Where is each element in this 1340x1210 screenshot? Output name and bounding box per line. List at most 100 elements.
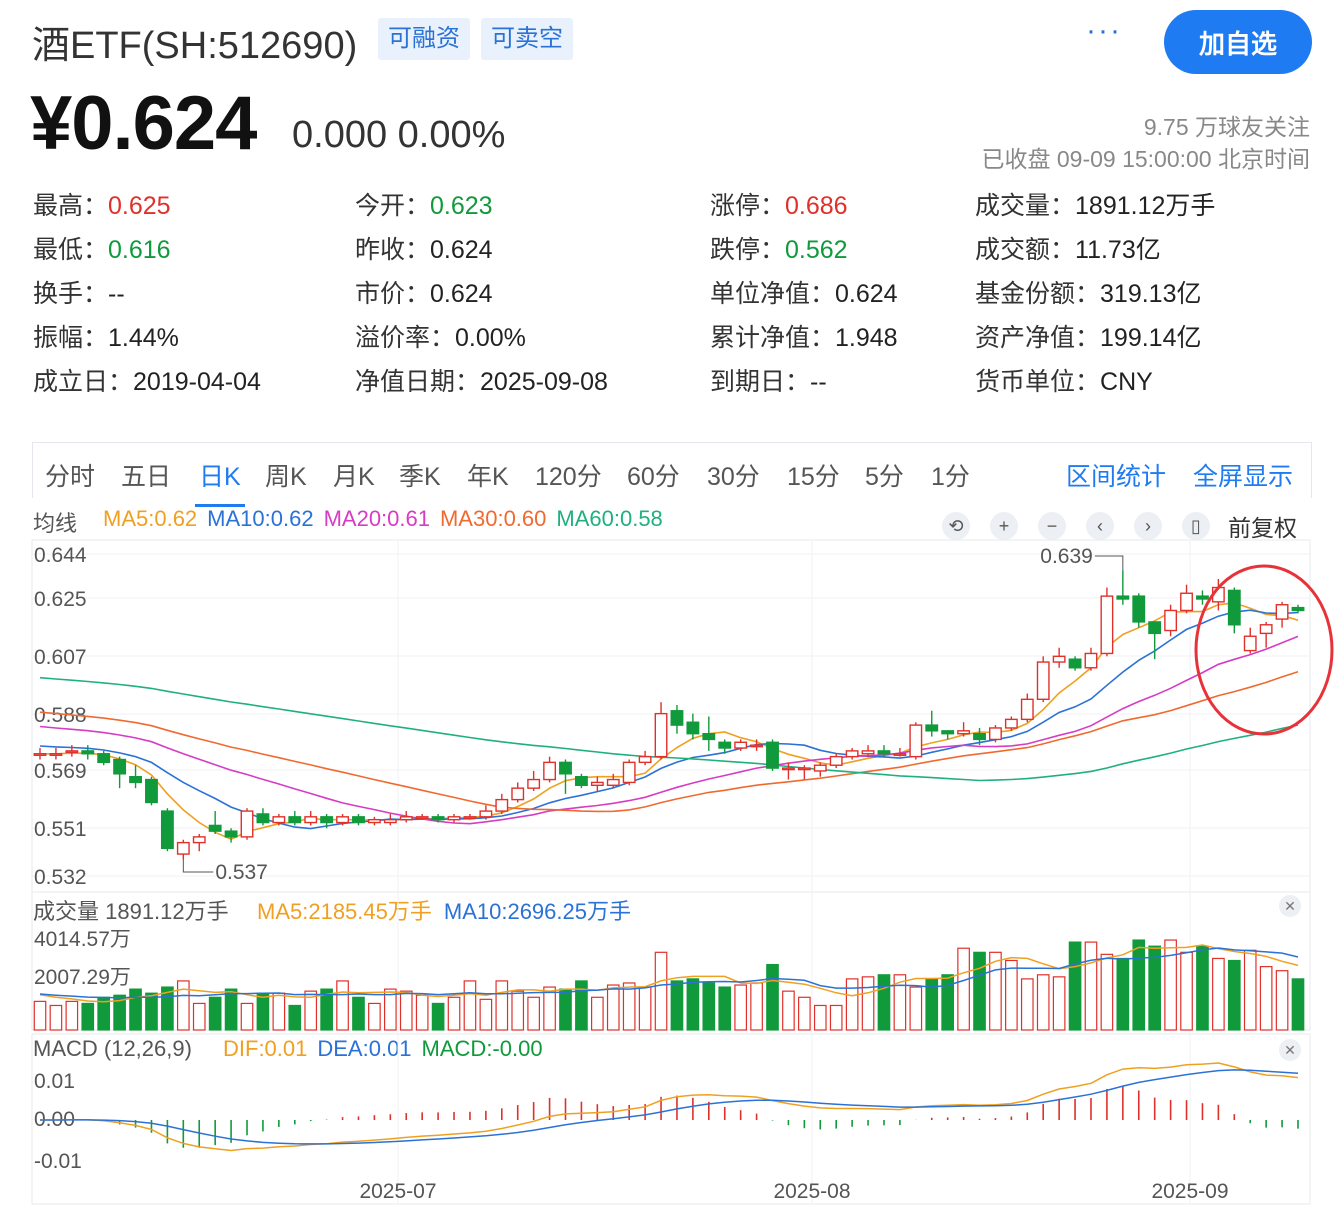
candle xyxy=(352,813,365,826)
undo-icon[interactable]: ⟲ xyxy=(942,512,970,540)
volume-bar xyxy=(511,990,525,1031)
add-watchlist-button[interactable]: 加自选 xyxy=(1164,10,1312,74)
ma-line xyxy=(39,671,1299,813)
fullscreen-link[interactable]: 全屏显示 xyxy=(1193,463,1294,491)
prev-icon[interactable]: ‹ xyxy=(1086,512,1114,540)
period-tabs: 分时 五日 日K 周K 月K 季K 年K 120分 60分 30分 15分 5分 1分 区间统计 全屏显示 xyxy=(32,442,1312,507)
candle-icon[interactable]: ▯ xyxy=(1182,512,1210,540)
volume-bar xyxy=(527,996,540,1031)
tab-9[interactable]: 30分 xyxy=(707,463,760,491)
next-icon[interactable]: › xyxy=(1134,512,1162,540)
volume-bar xyxy=(113,994,126,1031)
volume-tick-label: 2007.29万 xyxy=(34,966,131,989)
volume-bar xyxy=(543,986,556,1031)
candle xyxy=(702,716,716,751)
stat-item: 今开：0.623 xyxy=(355,186,493,222)
stat-label: 到期日： xyxy=(710,368,811,396)
volume-bar xyxy=(941,974,955,1031)
y-tick-label: 0.588 xyxy=(34,704,87,727)
legend-item: MA60:0.58 xyxy=(556,506,663,531)
candle xyxy=(256,808,270,826)
x-tick-label: 2025-09 xyxy=(1151,1180,1228,1203)
stat-value: 0.562 xyxy=(785,236,848,264)
candle xyxy=(670,705,684,734)
legend-item: MA20:0.61 xyxy=(323,506,430,531)
candle xyxy=(431,813,445,823)
candle xyxy=(97,750,111,766)
volume-bar xyxy=(750,982,763,1031)
low-marker-line xyxy=(182,859,214,873)
candle xyxy=(909,722,923,760)
stat-label: 成交量： xyxy=(975,192,1076,220)
stat-item: 到期日：-- xyxy=(710,362,827,398)
stat-item: 货币单位：CNY xyxy=(975,362,1153,398)
candle xyxy=(989,725,1002,743)
ma-legend-label: 均线 xyxy=(33,511,78,536)
volume-bar xyxy=(65,1000,79,1031)
current-price: ¥0.624 xyxy=(30,81,257,166)
stat-value: 1891.12万手 xyxy=(1075,192,1216,220)
tab-0[interactable]: 分时 xyxy=(45,463,96,491)
close-volume-icon[interactable]: ✕ xyxy=(1279,895,1301,917)
candle xyxy=(606,773,620,789)
stat-item: 累计净值：1.948 xyxy=(710,318,898,354)
zoom-out-icon[interactable]: − xyxy=(1038,512,1066,540)
tab-10[interactable]: 15分 xyxy=(787,463,840,491)
legend-item: MA5:2185.45万手 xyxy=(257,899,432,924)
tab-11[interactable]: 5分 xyxy=(865,463,904,491)
tab-7[interactable]: 120分 xyxy=(535,463,602,491)
volume-bar xyxy=(766,963,779,1031)
volume-bar xyxy=(1068,941,1082,1031)
candle xyxy=(1275,601,1289,628)
volume-bar xyxy=(1036,974,1050,1031)
tab-5[interactable]: 季K xyxy=(399,463,441,491)
volume-bar xyxy=(1148,945,1162,1031)
price-change: 0.000 0.00% xyxy=(292,114,506,156)
candle xyxy=(336,813,349,826)
volume-bar xyxy=(1275,970,1289,1031)
tab-2[interactable]: 日K xyxy=(195,457,245,507)
volume-bar xyxy=(447,996,461,1031)
tab-1[interactable]: 五日 xyxy=(121,463,172,491)
volume-bar xyxy=(495,980,509,1031)
adjust-toggle[interactable]: 前复权 xyxy=(1228,515,1297,541)
tab-6[interactable]: 年K xyxy=(467,463,509,491)
tab-12[interactable]: 1分 xyxy=(931,463,970,491)
candle xyxy=(718,739,732,754)
stat-label: 换手： xyxy=(33,280,109,308)
close-macd-icon[interactable]: ✕ xyxy=(1279,1039,1301,1061)
candle xyxy=(1020,693,1034,723)
volume-bar xyxy=(383,988,397,1031)
y-tick-label: 0.625 xyxy=(34,588,87,611)
candle xyxy=(192,834,206,852)
candle xyxy=(463,813,477,820)
candle xyxy=(479,805,493,820)
candle xyxy=(957,722,971,737)
volume-bar xyxy=(1291,978,1305,1031)
volume-bar xyxy=(176,980,190,1031)
y-tick-label: 0.644 xyxy=(34,544,87,567)
stat-value: -- xyxy=(108,280,125,308)
x-tick-label: 2025-08 xyxy=(773,1180,850,1203)
tab-3[interactable]: 周K xyxy=(265,463,307,491)
volume-bar xyxy=(845,978,859,1031)
stat-value: 0.624 xyxy=(430,280,493,308)
legend-item: MA10:2696.25万手 xyxy=(443,899,631,924)
candle xyxy=(1148,621,1162,660)
volume-bar xyxy=(352,996,365,1031)
tab-4[interactable]: 月K xyxy=(333,463,375,491)
volume-bar xyxy=(272,992,286,1031)
zoom-in-icon[interactable]: + xyxy=(990,512,1018,540)
volume-bar xyxy=(288,1004,302,1031)
stat-label: 累计净值： xyxy=(710,324,836,352)
volume-bar xyxy=(638,986,652,1031)
stat-item: 市价：0.624 xyxy=(355,274,493,310)
tab-8[interactable]: 60分 xyxy=(627,463,680,491)
stat-label: 成交额： xyxy=(975,236,1076,264)
more-icon[interactable]: ··· xyxy=(1086,14,1122,47)
candle xyxy=(1116,570,1130,605)
volume-bar xyxy=(463,980,477,1031)
candle xyxy=(527,770,541,792)
range-stats-link[interactable]: 区间统计 xyxy=(1066,463,1167,491)
